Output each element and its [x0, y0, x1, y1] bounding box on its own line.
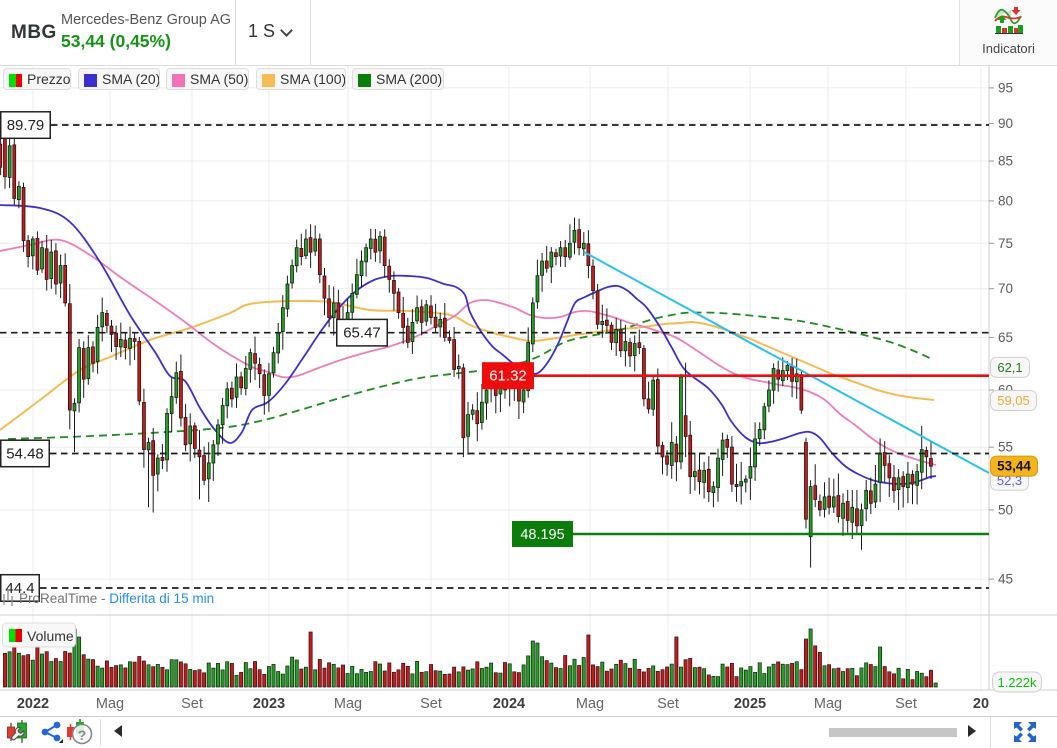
svg-text:65: 65 [998, 330, 1013, 345]
svg-text:1.222k: 1.222k [997, 675, 1037, 690]
svg-text:2023: 2023 [253, 696, 285, 712]
svg-text:50: 50 [998, 502, 1013, 517]
svg-text:ProRealTime - Differita di 15: ProRealTime - Differita di 15 min [19, 591, 214, 606]
svg-text:45: 45 [998, 572, 1013, 587]
svg-text:Set: Set [181, 696, 203, 712]
svg-text:Set: Set [657, 696, 679, 712]
svg-text:Mag: Mag [334, 696, 362, 712]
svg-text:65.47: 65.47 [343, 325, 381, 342]
svg-text:70: 70 [998, 281, 1013, 296]
svg-text:20: 20 [973, 696, 989, 712]
svg-text:59,05: 59,05 [997, 393, 1030, 408]
svg-text:Mag: Mag [814, 696, 842, 712]
svg-text:75: 75 [998, 236, 1013, 251]
svg-text:2025: 2025 [734, 696, 766, 712]
svg-text:Mag: Mag [96, 696, 124, 712]
svg-text:2022: 2022 [17, 696, 49, 712]
svg-text:85: 85 [998, 154, 1013, 169]
svg-text:62,1: 62,1 [997, 360, 1022, 375]
svg-text:89.79: 89.79 [7, 117, 45, 134]
svg-text:53,44: 53,44 [997, 459, 1031, 474]
svg-text:90: 90 [998, 116, 1013, 131]
svg-text:48.195: 48.195 [520, 527, 564, 543]
svg-text:Set: Set [420, 696, 442, 712]
svg-text:Mag: Mag [576, 696, 604, 712]
svg-text:61.32: 61.32 [489, 368, 527, 385]
svg-text:Set: Set [895, 696, 917, 712]
svg-text:2024: 2024 [493, 696, 525, 712]
svg-text:80: 80 [998, 193, 1013, 208]
svg-text:?: ? [78, 727, 87, 743]
svg-text:Volume: Volume [27, 628, 74, 644]
svg-text:44.4: 44.4 [5, 580, 34, 597]
svg-text:95: 95 [998, 80, 1013, 95]
svg-text:54.48: 54.48 [6, 446, 44, 463]
svg-text:55: 55 [998, 440, 1013, 455]
